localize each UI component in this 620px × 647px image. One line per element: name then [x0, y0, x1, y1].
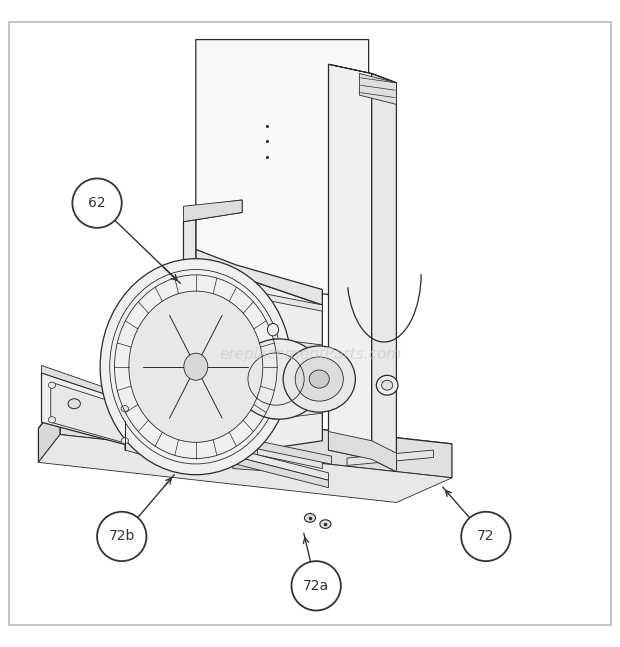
Text: ereplacementParts.com: ereplacementParts.com: [219, 347, 401, 362]
Polygon shape: [42, 373, 134, 447]
Polygon shape: [360, 74, 396, 104]
Text: 62: 62: [88, 196, 106, 210]
Polygon shape: [329, 64, 396, 83]
Ellipse shape: [48, 382, 56, 388]
Polygon shape: [347, 450, 433, 465]
Text: 72a: 72a: [303, 579, 329, 593]
Ellipse shape: [309, 370, 329, 388]
Ellipse shape: [267, 324, 278, 336]
Ellipse shape: [184, 353, 208, 380]
Ellipse shape: [48, 417, 56, 423]
Circle shape: [291, 561, 341, 611]
Polygon shape: [184, 200, 242, 222]
Ellipse shape: [304, 514, 316, 522]
Ellipse shape: [381, 380, 392, 390]
Ellipse shape: [295, 357, 343, 401]
Ellipse shape: [100, 259, 291, 475]
Polygon shape: [125, 430, 193, 468]
Polygon shape: [38, 400, 452, 468]
Polygon shape: [233, 459, 276, 472]
Polygon shape: [329, 64, 372, 459]
Ellipse shape: [235, 339, 323, 419]
Polygon shape: [125, 428, 329, 488]
Polygon shape: [60, 400, 452, 477]
Polygon shape: [42, 366, 134, 404]
Polygon shape: [125, 421, 329, 480]
Polygon shape: [196, 39, 369, 299]
Polygon shape: [329, 432, 396, 472]
Text: 72: 72: [477, 529, 495, 543]
Circle shape: [461, 512, 511, 561]
Polygon shape: [60, 404, 322, 468]
Ellipse shape: [376, 375, 398, 395]
Ellipse shape: [320, 520, 331, 529]
Polygon shape: [38, 400, 60, 463]
Polygon shape: [196, 280, 322, 311]
Circle shape: [73, 179, 122, 228]
Ellipse shape: [121, 437, 128, 444]
Text: 72b: 72b: [108, 529, 135, 543]
Polygon shape: [196, 250, 322, 305]
Polygon shape: [38, 435, 452, 503]
Ellipse shape: [129, 291, 263, 443]
Ellipse shape: [121, 406, 128, 411]
Ellipse shape: [68, 399, 81, 409]
Polygon shape: [273, 339, 322, 419]
Circle shape: [97, 512, 146, 561]
Polygon shape: [372, 74, 396, 472]
Polygon shape: [184, 200, 242, 262]
Polygon shape: [69, 402, 332, 465]
Polygon shape: [245, 397, 257, 465]
Ellipse shape: [283, 346, 355, 412]
Polygon shape: [196, 262, 322, 459]
Polygon shape: [51, 382, 128, 444]
